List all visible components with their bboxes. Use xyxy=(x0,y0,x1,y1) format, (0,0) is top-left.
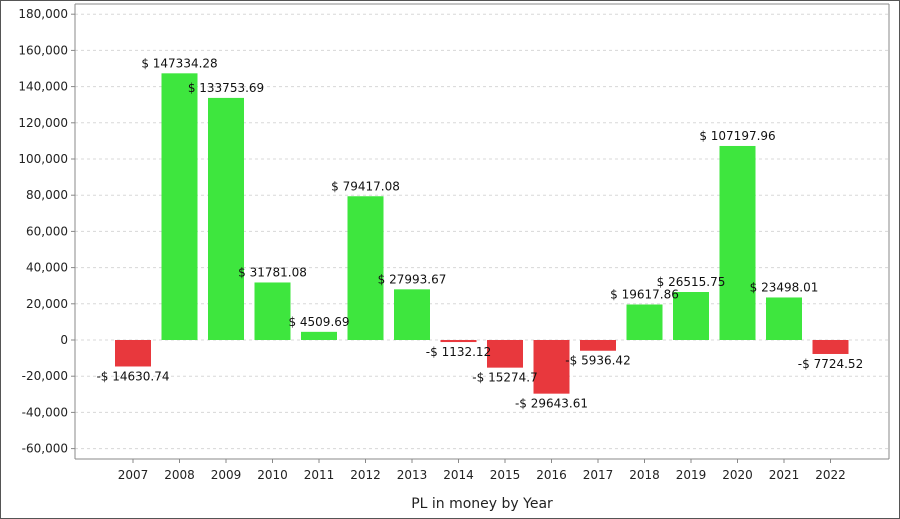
bar-2013 xyxy=(394,289,430,340)
data-label-2007: -$ 14630.74 xyxy=(96,369,169,383)
y-tick-label: 140,000 xyxy=(18,80,68,94)
bar-2007 xyxy=(115,340,151,367)
data-label-2014: -$ 1132.12 xyxy=(426,345,491,359)
bar-2020 xyxy=(719,145,756,340)
data-labels: -$ 14630.74 $ 147334.28 $ 133753.69 $ 31781… xyxy=(96,56,863,410)
data-label-2022: -$ 7724.52 xyxy=(798,357,863,371)
bar-2011 xyxy=(301,331,337,340)
data-label-2008: $ 147334.28 xyxy=(141,56,217,70)
y-tick-label: 0 xyxy=(60,333,68,347)
y-tick-label: 60,000 xyxy=(26,224,68,238)
x-tick-label-2021: 2021 xyxy=(769,468,800,482)
bar-2016 xyxy=(533,340,570,394)
axes xyxy=(71,3,890,463)
data-label-2020: $ 107197.96 xyxy=(699,129,775,143)
bar-2014 xyxy=(440,340,477,343)
bar-2015 xyxy=(487,340,523,368)
x-tick-label-2015: 2015 xyxy=(490,468,521,482)
bar-2008 xyxy=(161,73,198,340)
data-label-2013: $ 27993.67 xyxy=(378,272,447,286)
bar-2022 xyxy=(812,340,849,354)
y-tick-label: 120,000 xyxy=(18,116,68,130)
x-tick-label-2011: 2011 xyxy=(304,468,335,482)
bar-2017 xyxy=(580,340,616,351)
x-tick-label-2009: 2009 xyxy=(211,468,242,482)
bars xyxy=(115,73,849,394)
x-tick-label-2022: 2022 xyxy=(815,468,846,482)
bar-2012 xyxy=(347,196,384,340)
x-tick-label-2013: 2013 xyxy=(397,468,428,482)
bar-2009 xyxy=(208,97,244,340)
bar-2010 xyxy=(254,282,291,340)
data-label-2015: -$ 15274.7 xyxy=(472,371,537,385)
y-tick-label: -60,000 xyxy=(22,442,68,456)
data-label-2010: $ 31781.08 xyxy=(238,265,307,279)
data-label-2009: $ 133753.69 xyxy=(188,81,264,95)
data-label-2016: -$ 29643.61 xyxy=(515,397,588,411)
data-label-2021: $ 23498.01 xyxy=(750,280,819,294)
x-tick-label-2017: 2017 xyxy=(583,468,614,482)
x-axis-tick-labels: 2007 2008 2009 2010 2011 2012 2013 2014 2015 2016… xyxy=(118,468,846,482)
y-tick-label: 180,000 xyxy=(18,7,68,21)
data-label-2012: $ 79417.08 xyxy=(331,179,400,193)
x-tick-label-2016: 2016 xyxy=(536,468,567,482)
x-tick-label-2008: 2008 xyxy=(164,468,195,482)
x-axis-title: PL in money by Year xyxy=(411,496,553,512)
y-tick-label: 80,000 xyxy=(26,188,68,202)
y-tick-label: 160,000 xyxy=(18,43,68,57)
bar-2018 xyxy=(626,304,663,340)
y-axis-tick-labels: -60,000 -40,000 -20,000 0 20,000 40,000 60,000… xyxy=(18,7,68,455)
x-tick-label-2012: 2012 xyxy=(350,468,381,482)
x-tick-label-2014: 2014 xyxy=(443,468,474,482)
x-tick-label-2010: 2010 xyxy=(257,468,288,482)
y-tick-label: 100,000 xyxy=(18,152,68,166)
x-tick-label-2019: 2019 xyxy=(676,468,707,482)
y-tick-label: -40,000 xyxy=(22,405,68,419)
data-label-2019: $ 26515.75 xyxy=(657,275,726,289)
x-tick-label-2020: 2020 xyxy=(722,468,753,482)
x-tick-label-2018: 2018 xyxy=(629,468,660,482)
bar-2019 xyxy=(673,292,709,340)
x-tick-label-2007: 2007 xyxy=(118,468,149,482)
y-tick-label: 40,000 xyxy=(26,261,68,275)
data-label-2018: $ 19617.86 xyxy=(610,287,679,301)
bar-2021 xyxy=(766,297,802,340)
y-tick-label: -20,000 xyxy=(22,369,68,383)
data-label-2017: -$ 5936.42 xyxy=(565,354,630,368)
y-tick-label: 20,000 xyxy=(26,297,68,311)
data-label-2011: $ 4509.69 xyxy=(288,315,349,329)
